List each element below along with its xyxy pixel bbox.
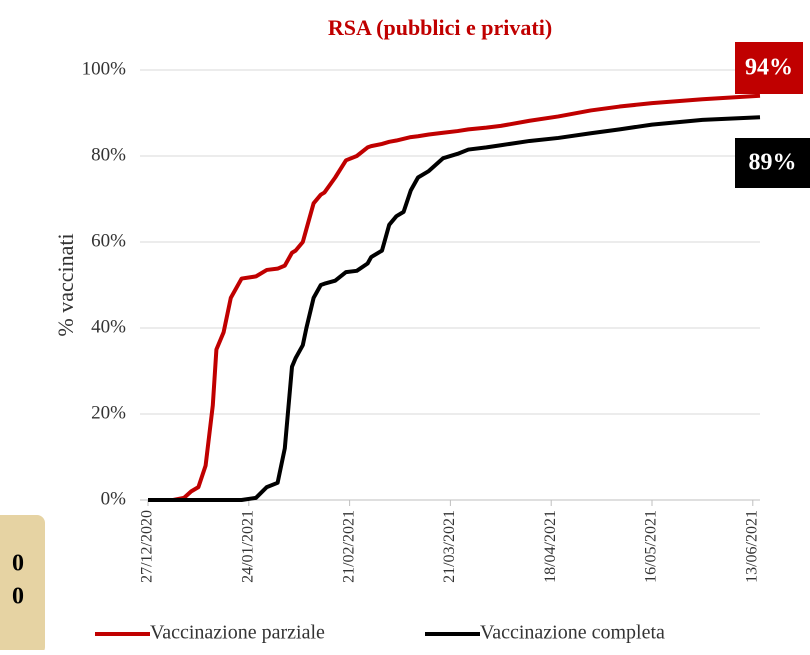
end-label-box (735, 42, 803, 94)
y-tick-label: 60% (91, 230, 126, 251)
x-tick-label: 27/12/2020 (139, 510, 156, 583)
x-tick-label: 21/02/2021 (340, 510, 357, 583)
chart-title: RSA (pubblici e privati) (328, 15, 552, 40)
legend-label: Vaccinazione parziale (150, 622, 325, 644)
x-tick-label: 21/03/2021 (441, 510, 458, 583)
series-line (148, 93, 761, 502)
side-panel (0, 515, 45, 655)
x-tick-label: 16/05/2021 (643, 510, 660, 583)
x-tick-label: 18/04/2021 (542, 510, 559, 583)
side-panel-text: 0 (12, 584, 24, 610)
y-tick-label: 40% (91, 316, 126, 337)
end-label: 89% (749, 150, 797, 176)
x-tick-label: 13/06/2021 (743, 510, 760, 583)
end-label-box (735, 138, 810, 188)
y-axis-label: % vaccinati (53, 233, 78, 336)
y-tick-label: 80% (91, 144, 126, 165)
series-line (148, 115, 761, 502)
legend-label: Vaccinazione completa (480, 622, 665, 644)
y-tick-label: 100% (82, 58, 127, 79)
y-tick-label: 0% (101, 488, 127, 509)
x-tick-label: 24/01/2021 (239, 510, 256, 583)
y-tick-label: 20% (91, 402, 126, 423)
end-label: 94% (745, 55, 793, 81)
side-panel-text: 0 (12, 551, 24, 577)
